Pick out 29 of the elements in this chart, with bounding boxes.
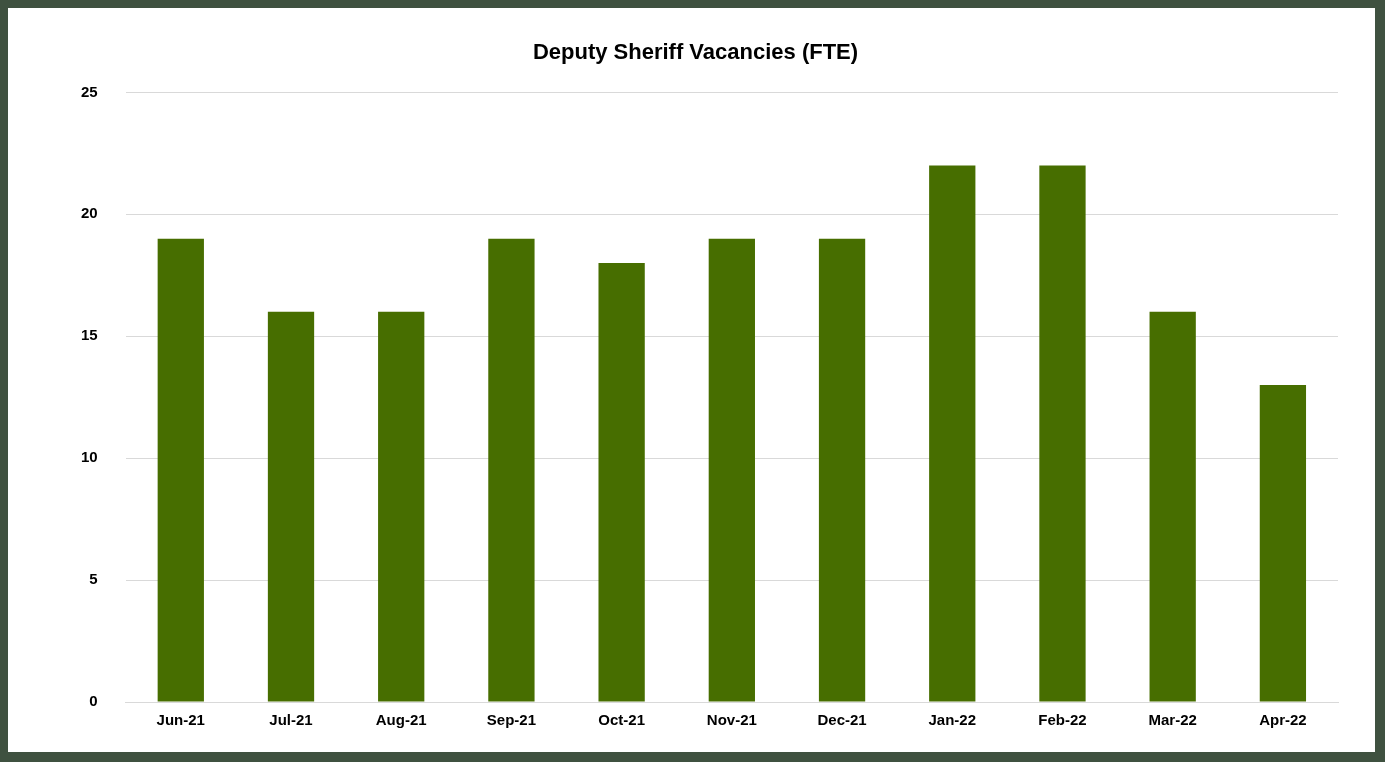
x-tick-label: Feb-22 [1038, 711, 1087, 729]
bar [378, 311, 425, 702]
x-tick-label: Sep-21 [486, 711, 537, 729]
bar [267, 311, 315, 702]
bar [818, 238, 866, 702]
y-tick-label: 10 [81, 448, 98, 466]
y-tick-label: 15 [81, 326, 98, 344]
bar [708, 238, 755, 702]
y-tick-label: 5 [89, 570, 98, 588]
y-tick-label: 20 [81, 204, 98, 222]
bar [488, 238, 535, 702]
x-tick-label: Dec-21 [817, 711, 867, 729]
bar [1259, 385, 1307, 702]
x-tick-label: Apr-22 [1259, 711, 1307, 729]
x-tick-label: Jan-22 [928, 711, 977, 729]
x-tick-label: Jun-21 [156, 711, 205, 729]
x-tick-label: Aug-21 [375, 711, 427, 729]
x-tick-label: Mar-22 [1148, 711, 1197, 729]
bar [598, 263, 645, 702]
bar [1149, 311, 1196, 702]
y-tick-label: 25 [81, 82, 98, 100]
x-tick-label: Jul-21 [269, 711, 313, 729]
y-tick-label: 0 [89, 692, 98, 710]
x-tick-label: Oct-21 [598, 711, 645, 729]
x-tick-label: Nov-21 [706, 711, 757, 729]
chart-title: Deputy Sheriff Vacancies (FTE) [532, 39, 859, 65]
bar [157, 238, 204, 702]
bar [1039, 165, 1086, 702]
bar [929, 165, 976, 702]
